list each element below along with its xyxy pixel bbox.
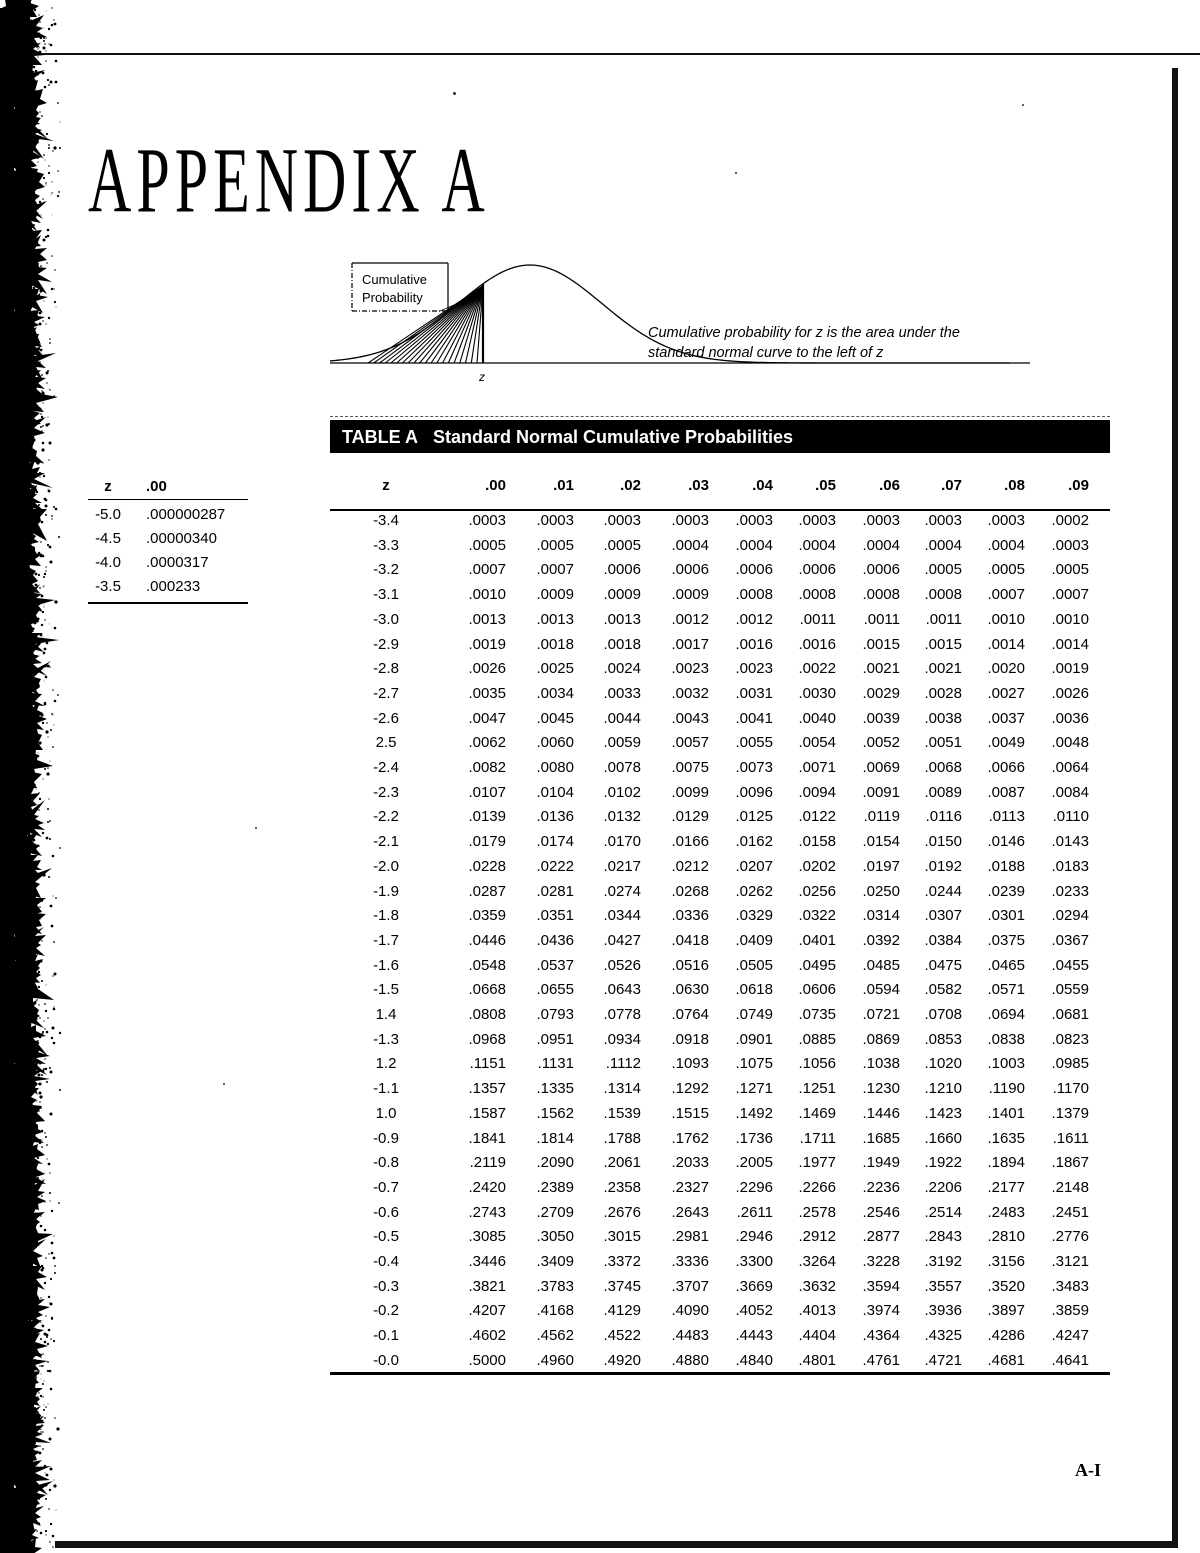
svg-text:z: z: [478, 370, 485, 384]
svg-text:standard normal curve to the l: standard normal curve to the left of z: [648, 345, 884, 361]
svg-text:Cumulative probability for z i: Cumulative probability for z is the area…: [648, 325, 960, 341]
svg-text:Probability: Probability: [362, 290, 423, 305]
svg-text:Cumulative: Cumulative: [362, 272, 427, 287]
